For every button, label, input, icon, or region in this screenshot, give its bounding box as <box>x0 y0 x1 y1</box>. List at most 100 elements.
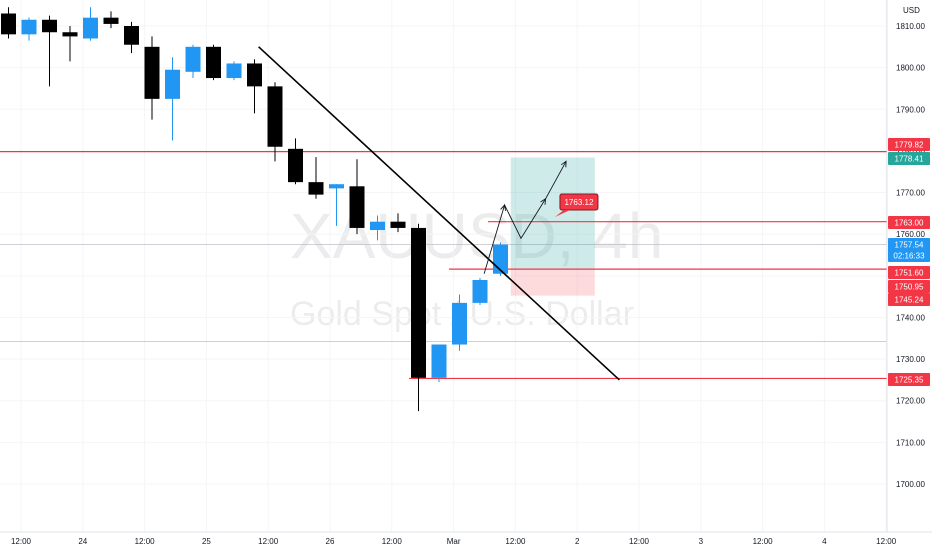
candle-body <box>247 63 262 87</box>
candle-body <box>21 19 37 35</box>
candle <box>247 59 262 114</box>
x-tick-label: 12:00 <box>382 537 403 546</box>
x-tick-label: 12:00 <box>753 537 774 546</box>
candle <box>144 36 160 120</box>
x-tick-label: 24 <box>78 537 87 546</box>
candle-body <box>288 148 303 183</box>
horizontal-levels[interactable] <box>0 151 887 380</box>
profit-zone <box>510 157 595 270</box>
watermark: XAUUSD, 4h Gold Spot / U.S. Dollar <box>290 200 663 333</box>
candle-body <box>62 32 78 37</box>
y-tick-label: 1780.00 <box>896 147 925 156</box>
grid-lines <box>0 0 887 532</box>
x-tick-label: 2 <box>575 537 580 546</box>
candle <box>472 277 488 305</box>
candle-body <box>165 69 180 99</box>
candle <box>267 82 283 162</box>
candle-body <box>124 26 139 45</box>
price-tag-background <box>888 266 930 279</box>
candle <box>124 21 139 54</box>
candle <box>165 57 180 141</box>
candle-body <box>267 86 283 147</box>
candle <box>226 61 242 81</box>
x-tick-label: 12:00 <box>505 537 526 546</box>
candle <box>370 215 385 241</box>
price-tags: 1779.82 1778.41 1763.00 1757.54 02:16:33 1751… <box>888 138 930 386</box>
x-tick-label: 4 <box>822 537 827 546</box>
candle-body <box>390 221 406 228</box>
price-tag-background <box>888 138 930 151</box>
price-tag-text: 1779.82 <box>895 141 924 150</box>
price-tag: 1763.00 <box>888 216 930 229</box>
y-tick-label: 1760.00 <box>896 230 925 239</box>
candle <box>103 11 119 29</box>
candle <box>329 184 344 226</box>
candle <box>349 159 365 235</box>
candle <box>42 15 57 87</box>
price-tag-text: 1757.54 <box>895 241 924 250</box>
y-tick-label: 1710.00 <box>896 438 925 447</box>
x-tick-label: 12:00 <box>876 537 897 546</box>
candle-body <box>329 184 344 189</box>
watermark-symbol: XAUUSD, 4h <box>290 200 663 272</box>
price-tag: 1757.54 02:16:33 <box>888 238 930 262</box>
price-tag-text: 1763.00 <box>895 219 924 228</box>
candle-body <box>472 279 488 303</box>
price-tag-text: 1750.95 <box>895 283 924 292</box>
candle-body <box>370 221 385 231</box>
candle <box>308 157 324 199</box>
price-tag: 1745.24 <box>888 293 930 306</box>
candle <box>21 17 37 41</box>
x-tick-label: 3 <box>699 537 704 546</box>
candle <box>62 26 78 62</box>
price-tag-text: 1725.35 <box>895 376 924 385</box>
x-tick-label: 25 <box>202 537 211 546</box>
projection-arrowhead <box>540 197 547 205</box>
price-tag: 1778.41 <box>888 152 930 165</box>
candle <box>288 138 303 185</box>
y-tick-label: 1720.00 <box>896 397 925 406</box>
candle-body <box>206 46 221 79</box>
y-tick-label: 1740.00 <box>896 313 925 322</box>
candle-body <box>226 63 242 79</box>
candle-body <box>185 46 201 72</box>
y-tick-label: 1700.00 <box>896 480 925 489</box>
stop-loss-zone <box>510 269 595 296</box>
x-tick-label: 12:00 <box>11 537 32 546</box>
y-tick-label: 1790.00 <box>896 105 925 114</box>
price-tag-background <box>888 216 930 229</box>
x-tick-label: 12:00 <box>258 537 279 546</box>
trendline <box>258 46 620 381</box>
x-tick-label: 12:00 <box>135 537 156 546</box>
candle-body <box>103 17 119 24</box>
projection-arrowhead <box>560 160 567 168</box>
candle <box>390 213 406 233</box>
candle <box>206 44 221 81</box>
currency-label: USD <box>903 6 920 15</box>
price-tag: 1751.60 <box>888 266 930 279</box>
price-tag-text: 1778.41 <box>895 155 924 164</box>
callout-box <box>559 193 599 211</box>
price-tag-text: 1751.60 <box>895 269 924 278</box>
y-tick-label: 1800.00 <box>896 64 925 73</box>
candle <box>411 223 426 412</box>
x-tick-label: 26 <box>326 537 335 546</box>
long-position-box[interactable] <box>510 157 595 296</box>
candle-body <box>411 227 426 378</box>
candle-body <box>83 17 98 39</box>
y-tick-label: 1810.00 <box>896 22 925 31</box>
candle-body <box>144 46 160 99</box>
x-tick-label: Mar <box>447 537 461 546</box>
price-tag-text: 1745.24 <box>895 296 924 305</box>
candle <box>185 44 201 79</box>
candle-body <box>42 19 57 33</box>
candle-body <box>1 13 16 35</box>
callout-text: 1763.12 <box>564 198 593 207</box>
candlestick-series <box>1 7 508 412</box>
drawings[interactable]: 1763.12 <box>258 46 620 381</box>
candle <box>452 294 467 351</box>
price-tag-countdown: 02:16:33 <box>893 252 925 261</box>
candle-body <box>431 344 447 378</box>
time-axis[interactable]: 12:00 24 12:00 25 12:00 26 12:00 Mar 12:00 2 12:00… <box>0 531 932 546</box>
